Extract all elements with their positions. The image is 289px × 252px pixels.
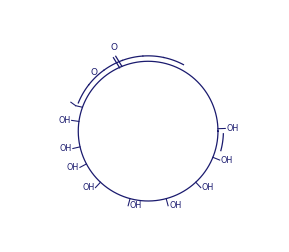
Text: O: O — [91, 68, 98, 77]
Text: OH: OH — [82, 183, 94, 192]
Text: OH: OH — [227, 124, 239, 133]
Text: OH: OH — [66, 163, 79, 172]
Text: OH: OH — [129, 201, 142, 210]
Text: OH: OH — [202, 183, 214, 192]
Text: OH: OH — [221, 155, 233, 165]
Text: OH: OH — [169, 201, 181, 210]
Text: O: O — [110, 43, 117, 52]
Text: OH: OH — [58, 116, 71, 125]
Text: OH: OH — [60, 144, 72, 153]
